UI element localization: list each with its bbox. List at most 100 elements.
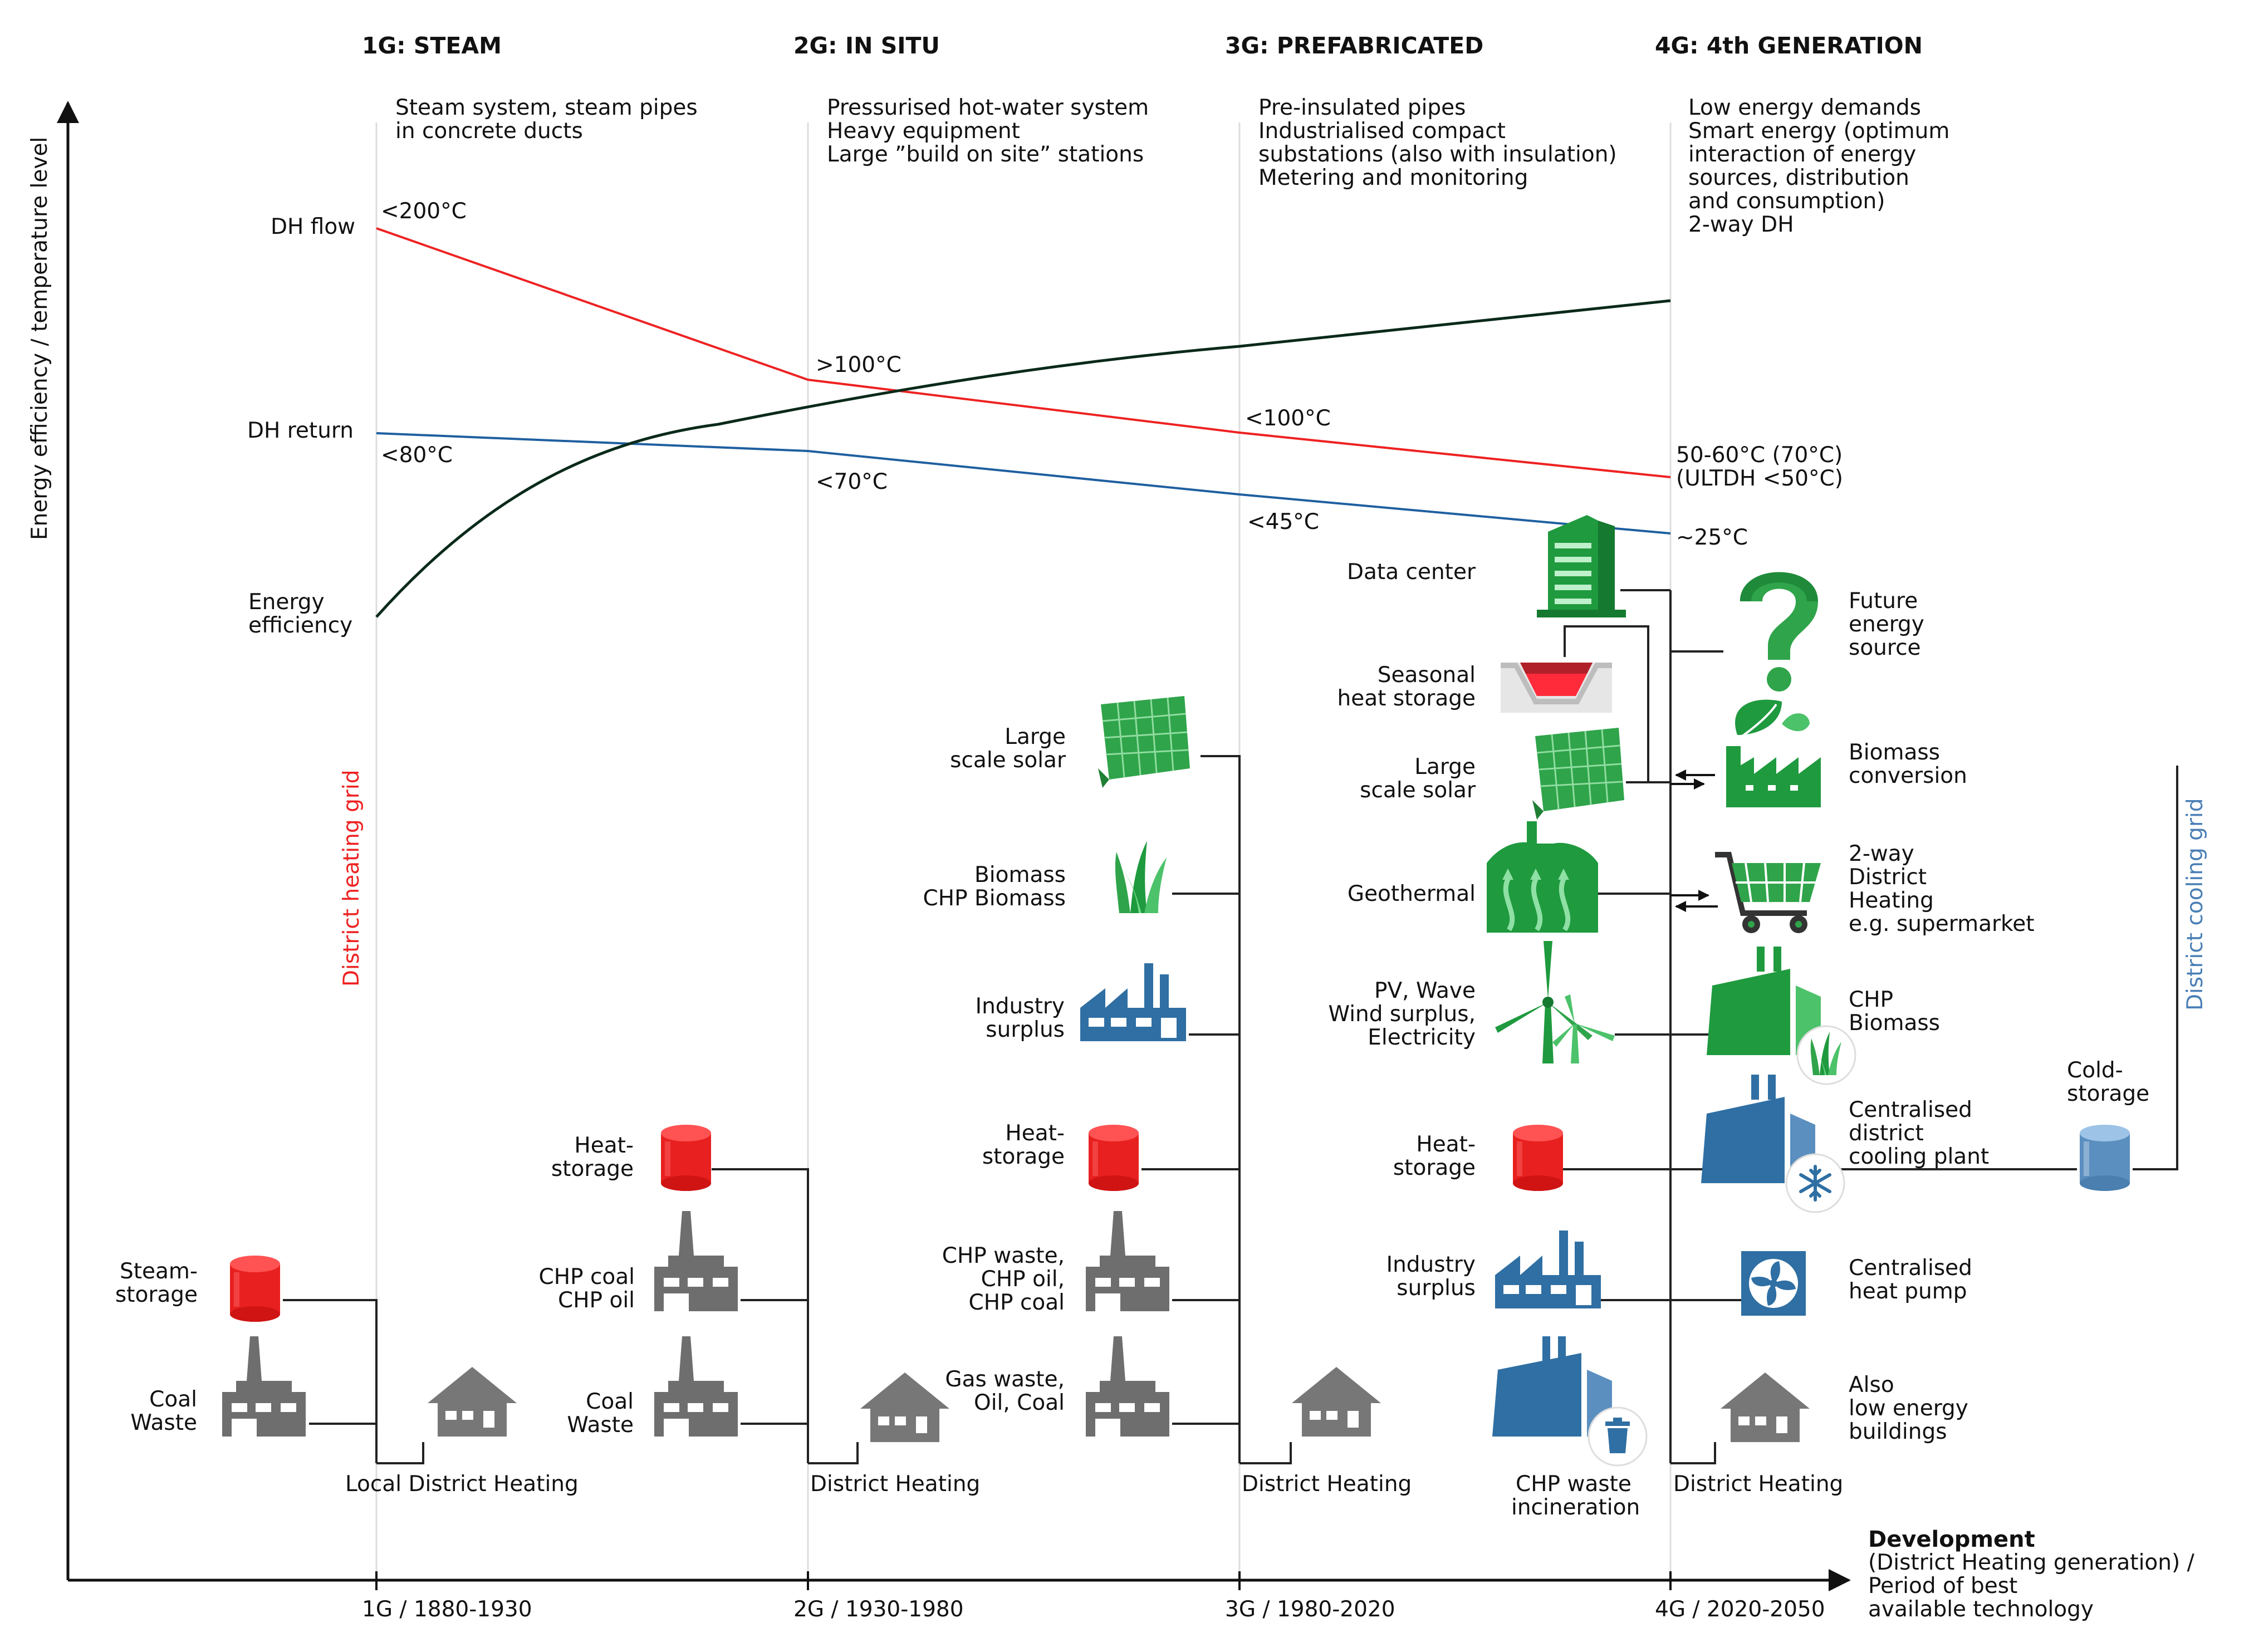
two-way-dh-label: Heating (1849, 888, 1934, 913)
house-icon (428, 1367, 517, 1437)
seasonal-storage-label: heat storage (1337, 686, 1476, 711)
axis-tick-label: 2G / 1930-1980 (793, 1597, 964, 1622)
low-energy-buildings-label: low energy (1849, 1396, 1968, 1421)
data-center-label: Data center (1347, 560, 1476, 585)
cooling-plant-label: cooling plant (1849, 1144, 1989, 1169)
g4-system: Data center Seasonal heat storage Large … (1328, 515, 2178, 1520)
shopping-cart-icon (1715, 852, 1821, 933)
solar-panel-icon (1097, 695, 1191, 789)
large-scale-solar-label: Large (1005, 724, 1066, 749)
heat-storage-label: Heat- (574, 1133, 634, 1158)
wind-turbine-icon (1495, 941, 1615, 1063)
g4-seasonal-wire (1564, 625, 1670, 783)
g3-system: Large scale solar Biomass CHP Biomass In… (923, 695, 1412, 1497)
heat-storage-icon (1513, 1125, 1563, 1191)
generation-desc: interaction of energy (1688, 142, 1916, 167)
generation-desc: in concrete ducts (395, 119, 583, 144)
dh-return-curve (376, 432, 1671, 535)
y-axis-label: Energy efficiency / temperature level (27, 137, 52, 540)
heat-storage-label: Heat- (1005, 1121, 1065, 1146)
local-district-heating-label: Local District Heating (345, 1472, 579, 1497)
axis-tick-label: 1G / 1880-1930 (362, 1597, 532, 1622)
district-heating-label: District Heating (1242, 1472, 1412, 1497)
generation-desc: Pre-insulated pipes (1258, 95, 1466, 120)
flow-temp-4g-ultdh: (ULTDH <50°C) (1676, 466, 1843, 491)
gas-waste-label: Oil, Coal (974, 1390, 1065, 1415)
x-axis-title: Development (1868, 1527, 2035, 1552)
cold-storage-label: storage (2067, 1081, 2149, 1106)
generation-title: 3G: PREFABRICATED (1225, 32, 1483, 59)
chp-coal-oil-label: CHP coal (538, 1264, 635, 1290)
return-temp-2g: <70°C (816, 469, 888, 494)
biomass-conversion-label: conversion (1849, 763, 1967, 788)
district-heating-grid-label: District heating grid (339, 770, 364, 987)
cold-storage-label: Cold- (2067, 1058, 2123, 1083)
house-icon (860, 1372, 949, 1442)
heat-storage-label: storage (551, 1156, 634, 1182)
axes: Energy efficiency / temperature level De… (27, 101, 2195, 1622)
coal-waste-label: Waste (567, 1413, 634, 1438)
g1-house-wire (376, 1442, 424, 1464)
heat-pump-icon (1741, 1251, 1806, 1316)
g2-house-wire (808, 1442, 859, 1464)
industry-surplus-label: Industry (976, 994, 1065, 1019)
generation-2: 2G: IN SITU Pressurised hot-water system… (793, 32, 1149, 1622)
generation-title: 2G: IN SITU (793, 32, 940, 59)
cold-storage-icon (2080, 1125, 2130, 1191)
biomass-conversion-label: Biomass (1849, 740, 1940, 765)
coal-waste-label: Coal (586, 1389, 634, 1414)
chp-biomass-label: Biomass (1849, 1011, 1940, 1036)
g1-storage-wire (283, 1299, 378, 1463)
chp-biomass-label: CHP (1849, 987, 1893, 1012)
generation-desc: substations (also with insulation) (1258, 142, 1617, 167)
two-way-dh-label: 2-way (1849, 841, 1914, 866)
biomass-label: CHP Biomass (923, 886, 1066, 911)
x-axis-line-1: (District Heating generation) / (1868, 1550, 2195, 1575)
factory-icon (1086, 1336, 1169, 1437)
efficiency-label: Energy (248, 590, 325, 615)
future-energy-label: source (1849, 635, 1921, 660)
generation-desc: Smart energy (optimum (1688, 119, 1949, 144)
dh-flow-label: DH flow (271, 214, 355, 239)
large-scale-solar-label: scale solar (950, 748, 1066, 773)
wind-surplus-label: Electricity (1368, 1025, 1476, 1050)
incineration-icon (1492, 1336, 1648, 1467)
heat-storage-icon (1089, 1125, 1139, 1191)
house-icon (1292, 1367, 1381, 1437)
district-heating-label: District Heating (1673, 1472, 1843, 1497)
house-icon (1721, 1372, 1810, 1442)
g1-system: Steam- storage Coal Waste Local District… (115, 1256, 579, 1497)
gas-waste-label: Gas waste, (945, 1367, 1065, 1392)
industry-icon (1080, 963, 1186, 1041)
large-scale-solar-label: scale solar (1360, 778, 1476, 803)
axis-tick-label: 4G / 2020-2050 (1655, 1597, 1825, 1622)
flow-temp-2g: >100°C (816, 352, 901, 378)
large-scale-solar-label: Large (1414, 754, 1476, 780)
coal-waste-label: Waste (130, 1410, 197, 1435)
data-center-icon (1537, 515, 1626, 617)
wind-surplus-label: Wind surplus, (1328, 1002, 1476, 1027)
cooling-plant-label: Centralised (1849, 1097, 1972, 1122)
chp-waste-incineration-label: CHP waste (1516, 1472, 1631, 1497)
generation-desc: Metering and monitoring (1258, 165, 1528, 190)
question-mark-icon (1740, 572, 1818, 692)
heat-storage-label: storage (982, 1144, 1065, 1169)
industry-surplus-label: surplus (1397, 1276, 1476, 1301)
coal-waste-label: Coal (149, 1387, 197, 1412)
g2-storage-wire (712, 1168, 809, 1463)
generation-desc: and consumption) (1688, 189, 1885, 214)
district-heating-label: District Heating (810, 1472, 980, 1497)
generation-desc: Low energy demands (1688, 95, 1921, 120)
heat-pump-label: Centralised (1849, 1256, 1972, 1281)
two-way-dh-label: e.g. supermarket (1849, 911, 2034, 937)
g3-bus (1201, 755, 1241, 1463)
factory-icon (654, 1211, 738, 1311)
return-temp-4g: ~25°C (1676, 525, 1748, 550)
wind-surplus-label: PV, Wave (1374, 978, 1476, 1003)
chp-biomass-icon (1707, 947, 1856, 1085)
cooling-plant-label: district (1849, 1121, 1924, 1146)
energy-efficiency-curve (375, 299, 1671, 618)
return-temp-3g: <45°C (1247, 509, 1319, 535)
dh-return-label: DH return (247, 418, 354, 443)
